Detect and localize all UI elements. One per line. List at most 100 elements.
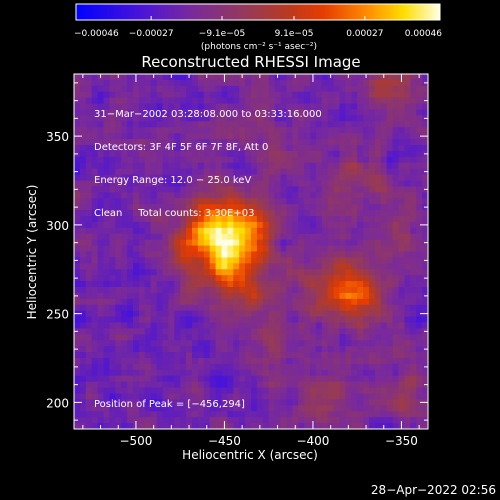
heatmap-cell: [162, 192, 169, 199]
heatmap-cell: [233, 411, 240, 418]
heatmap-cell: [363, 121, 370, 128]
heatmap-cell: [292, 358, 299, 365]
heatmap-cell: [274, 417, 281, 424]
heatmap-cell: [144, 411, 152, 418]
x-tick-label: −450: [208, 434, 241, 448]
heatmap-cell: [91, 145, 98, 152]
heatmap-cell: [369, 133, 376, 140]
heatmap-cell: [209, 411, 216, 418]
heatmap-cell: [292, 352, 299, 359]
heatmap-cell: [150, 139, 157, 146]
heatmap-cell: [251, 121, 258, 128]
heatmap-cell: [416, 198, 423, 205]
heatmap-cell: [321, 287, 329, 294]
heatmap-cell: [333, 375, 340, 383]
heatmap-cell: [144, 263, 152, 270]
heatmap-cell: [127, 139, 134, 146]
heatmap-cell: [256, 292, 264, 300]
heatmap-cell: [239, 417, 246, 424]
heatmap-cell: [416, 393, 423, 400]
heatmap-cell: [156, 216, 163, 223]
heatmap-cell: [197, 417, 205, 424]
heatmap-cell: [162, 180, 169, 187]
heatmap-cell: [262, 192, 270, 199]
heatmap-cell: [321, 304, 329, 312]
heatmap-cell: [180, 358, 187, 365]
heatmap-cell: [109, 103, 116, 110]
heatmap-cell: [156, 405, 163, 412]
heatmap-cell: [369, 399, 376, 406]
heatmap-cell: [404, 387, 411, 394]
heatmap-cell: [333, 139, 340, 146]
heatmap-cell: [286, 150, 293, 158]
heatmap-cell: [333, 322, 340, 329]
heatmap-cell: [115, 275, 122, 282]
heatmap-cell: [197, 192, 205, 199]
heatmap-cell: [221, 145, 228, 152]
heatmap-cell: [363, 375, 370, 383]
heatmap-cell: [215, 411, 222, 418]
heatmap-cell: [209, 405, 216, 412]
heatmap-cell: [274, 298, 281, 306]
heatmap-cell: [422, 287, 429, 294]
heatmap-cell: [109, 210, 116, 217]
heatmap-cell: [168, 352, 175, 359]
heatmap-cell: [209, 423, 216, 430]
heatmap-cell: [239, 150, 246, 158]
heatmap-cell: [374, 381, 382, 388]
heatmap-cell: [327, 328, 334, 335]
heatmap-cell: [392, 269, 399, 276]
heatmap-cell: [192, 251, 199, 258]
heatmap-cell: [115, 221, 122, 229]
heatmap-cell: [180, 239, 187, 246]
heatmap-cell: [180, 180, 187, 187]
heatmap-cell: [422, 405, 429, 412]
heatmap-cell: [91, 91, 98, 99]
heatmap-cell: [274, 85, 281, 93]
heatmap-cell: [127, 263, 134, 270]
heatmap-cell: [363, 411, 370, 418]
heatmap-cell: [115, 127, 122, 134]
heatmap-cell: [74, 233, 81, 241]
heatmap-cell: [221, 411, 228, 418]
heatmap-cell: [327, 381, 334, 388]
heatmap-cell: [174, 405, 181, 412]
heatmap-cell: [292, 192, 299, 199]
heatmap-cell: [351, 369, 358, 377]
heatmap-cell: [333, 411, 340, 418]
heatmap-cell: [321, 310, 329, 317]
heatmap-cell: [97, 133, 104, 140]
heatmap-cell: [127, 174, 134, 181]
heatmap-cell: [221, 304, 228, 312]
heatmap-cell: [410, 334, 417, 341]
heatmap-cell: [227, 109, 234, 116]
heatmap-cell: [351, 180, 358, 187]
heatmap-cell: [85, 180, 93, 187]
heatmap-cell: [357, 210, 364, 217]
heatmap-cell: [298, 121, 305, 128]
heatmap-cell: [168, 91, 175, 99]
heatmap-cell: [286, 192, 293, 199]
heatmap-cell: [74, 393, 81, 400]
heatmap-cell: [333, 281, 340, 288]
heatmap-cell: [398, 204, 405, 211]
heatmap-cell: [268, 121, 275, 128]
heatmap-cell: [398, 91, 405, 99]
heatmap-cell: [127, 375, 134, 383]
heatmap-cell: [103, 204, 110, 211]
heatmap-cell: [215, 269, 222, 276]
heatmap-cell: [138, 186, 146, 193]
heatmap-cell: [363, 156, 370, 164]
heatmap-cell: [380, 263, 388, 270]
heatmap-cell: [215, 115, 222, 122]
heatmap-cell: [103, 411, 110, 418]
heatmap-cell: [74, 375, 81, 383]
heatmap-cell: [321, 97, 329, 104]
heatmap-cell: [369, 375, 376, 383]
heatmap-cell: [398, 322, 405, 329]
heatmap-cell: [369, 322, 376, 329]
heatmap-cell: [298, 310, 305, 317]
heatmap-cell: [115, 150, 122, 158]
heatmap-cell: [245, 346, 252, 353]
heatmap-cell: [310, 233, 317, 241]
